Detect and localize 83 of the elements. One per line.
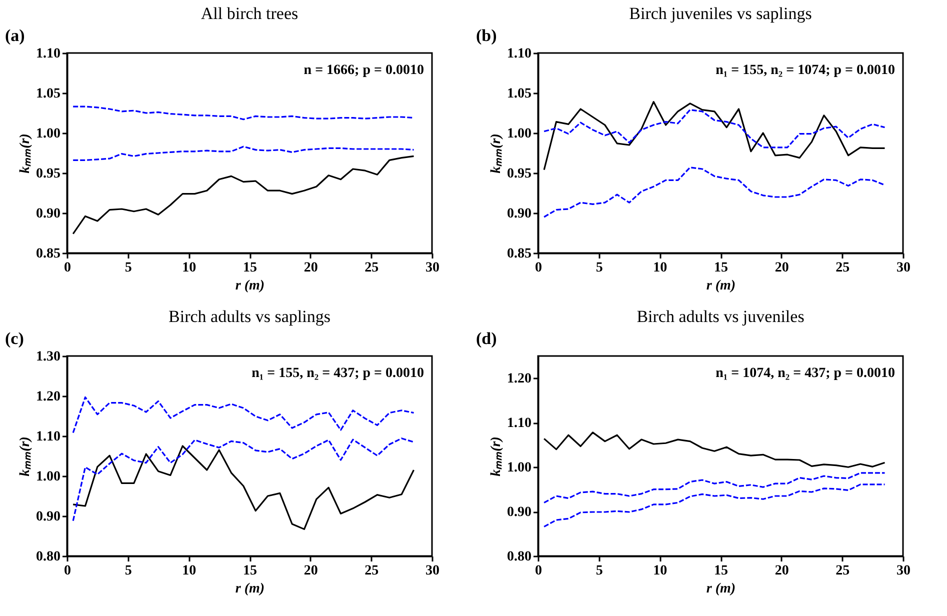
y-tick-label: 1.30 [36,350,60,364]
y-tick-label: 1.20 [507,372,532,387]
y-tick-label: 1.00 [36,126,60,142]
y-tick-label: 1.05 [36,86,60,102]
y-axis-title: kₘₘ(r) [489,134,504,174]
x-tick-label: 30 [896,564,910,578]
line-series [543,484,886,528]
y-tick-label: 0.90 [36,206,60,222]
x-tick-label: 10 [182,564,196,578]
x-tick-label: 30 [426,260,440,276]
x-tick-label: 5 [124,260,132,276]
x-tick-label: 20 [774,564,789,578]
x-tick-label: 20 [304,260,318,276]
text: (b) [476,26,497,45]
x-tick-label: 20 [304,564,318,578]
line-series [72,396,415,434]
x-axis-title: r (m) [706,582,736,596]
x-tick-label: 20 [774,260,789,276]
x-tick-label: 25 [836,260,850,276]
y-tick-label: 0.85 [507,246,532,262]
y-axis-title: kₘₘ(r) [489,436,504,476]
y-tick-label: 1.10 [507,46,532,62]
x-tick-label: 30 [896,260,910,276]
line-series [543,101,886,171]
text: (c) [5,329,24,348]
y-tick-label: 0.80 [507,550,532,564]
x-tick-label: 25 [364,564,379,578]
y-tick-label: 0.80 [36,550,60,564]
x-tick-label: 15 [714,564,728,578]
chart-title: All birch trees [200,4,298,23]
x-tick-label: 10 [653,260,668,276]
x-tick-label: 0 [64,260,71,276]
y-axis-title: kₘₘ(r) [18,436,33,476]
x-tick-label: 10 [182,260,196,276]
y-tick-label: 1.10 [36,46,60,62]
annotation: n₁ = 1074, n₂ = 437; p = 0.0010 [716,366,895,381]
y-tick-label: 1.00 [36,470,60,484]
x-axis-title: r (m) [235,582,265,596]
annotation: n = 1666; p = 0.0010 [304,63,424,78]
chart-title: Birch adults vs juveniles [636,307,804,326]
x-tick-label: 0 [535,564,542,578]
x-axis-title: r (m) [706,278,736,294]
x-tick-label: 30 [426,564,440,578]
y-tick-label: 1.00 [507,460,532,476]
annotation: n₁ = 155, n₂ = 1074; p = 0.0010 [716,63,895,78]
x-tick-label: 25 [364,260,379,276]
x-axis-title: r (m) [235,278,265,294]
y-tick-label: 0.90 [36,510,60,524]
x-tick-label: 5 [596,564,603,578]
y-tick-label: 0.85 [36,246,60,262]
y-axis-title: kₘₘ(r) [18,134,33,174]
x-tick-label: 15 [243,260,257,276]
y-tick-label: 0.95 [507,166,532,182]
line-series [72,106,415,120]
line-series [72,146,415,161]
y-tick-label: 1.20 [36,390,60,404]
y-tick-label: 1.10 [36,430,60,444]
text: (d) [476,329,497,348]
annotation: n₁ = 155, n₂ = 437; p = 0.0010 [252,366,424,381]
x-tick-label: 25 [836,564,850,578]
line-series [72,445,415,530]
text: (a) [5,26,25,45]
line-series [543,109,886,148]
x-tick-label: 15 [243,564,257,578]
x-tick-label: 15 [714,260,728,276]
y-tick-label: 1.05 [507,86,532,102]
y-tick-label: 0.90 [507,206,532,222]
chart-title: Birch adults vs saplings [168,307,330,326]
y-tick-label: 0.90 [507,505,532,520]
x-tick-label: 5 [124,564,132,578]
chart-title: Birch juveniles vs saplings [629,4,812,23]
x-tick-label: 5 [596,260,603,276]
line-series [543,166,886,218]
line-series [72,155,415,235]
line-series [543,472,886,504]
x-tick-label: 10 [653,564,668,578]
y-tick-label: 1.10 [507,416,532,432]
y-tick-label: 1.00 [507,126,532,142]
y-tick-label: 0.95 [36,166,60,182]
x-tick-label: 0 [535,260,542,276]
x-tick-label: 0 [64,564,71,578]
line-series [543,432,886,468]
line-series [72,438,415,522]
